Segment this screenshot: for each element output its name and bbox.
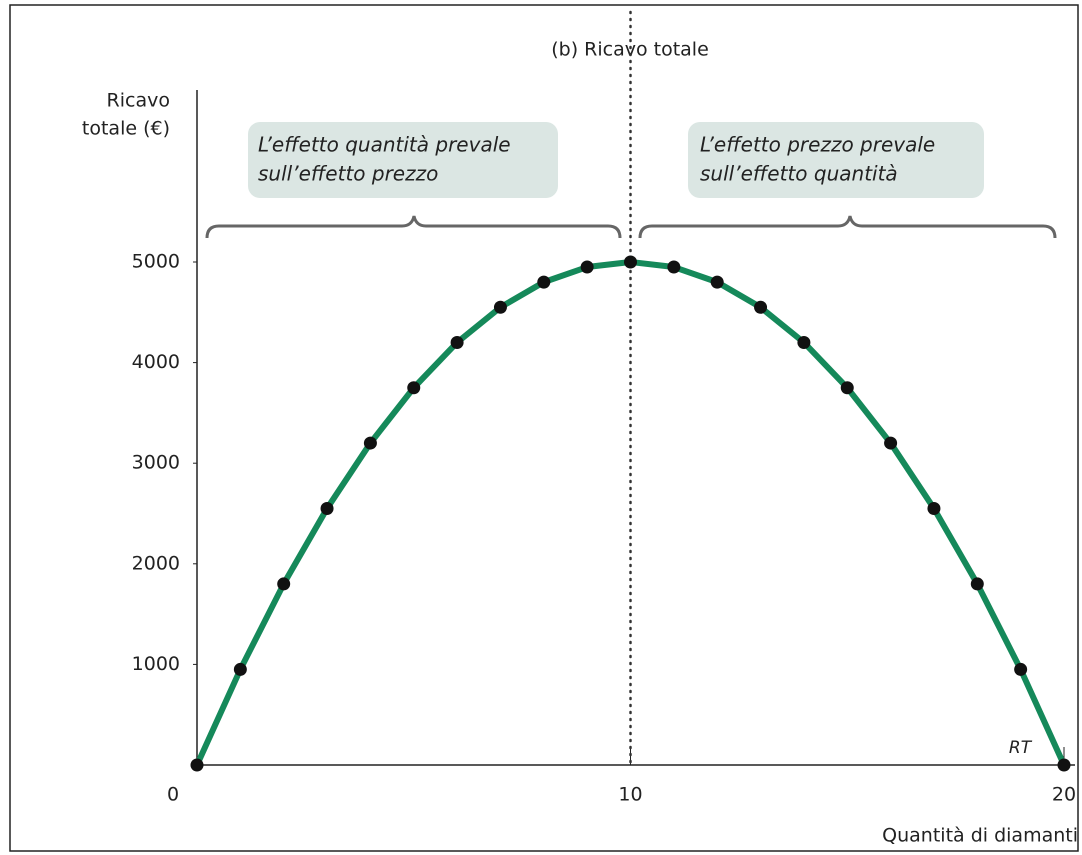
y-tick-label: 4000 (132, 351, 180, 373)
point (624, 255, 637, 269)
frame (9, 4, 1079, 852)
point (537, 275, 551, 289)
annotation-text: sull’effetto prezzo (258, 162, 438, 186)
point (797, 335, 811, 349)
annotation-box (248, 122, 558, 198)
x-axis-label: Quantità di diamanti (882, 825, 1078, 847)
annotation-text: L’effetto quantità prevale (258, 133, 511, 157)
x-tick-label: 0 (167, 784, 179, 806)
x-tick-label: 20 (1052, 784, 1076, 806)
y-axis-label: totale (€) (82, 118, 170, 140)
annotation-text: L’effetto prezzo prevale (700, 133, 935, 157)
y-axis-label: Ricavo (107, 90, 170, 112)
annotation-text: sull’effetto quantità (700, 162, 898, 186)
chart-title: (b) Ricavo totale (551, 39, 709, 61)
point (277, 577, 291, 591)
point (710, 275, 724, 289)
point (320, 501, 334, 515)
x-tick-label: 10 (618, 784, 642, 806)
point (970, 577, 984, 591)
point (840, 381, 854, 395)
y-tick-label: 3000 (132, 452, 180, 474)
point (450, 335, 464, 349)
point (884, 436, 898, 450)
brace (638, 215, 1057, 239)
point (667, 260, 681, 274)
point (1014, 662, 1028, 676)
annotation-box (688, 122, 984, 198)
point (407, 381, 421, 395)
y-tick-label: 5000 (132, 251, 180, 273)
point (927, 501, 941, 515)
point (190, 758, 204, 772)
brace (205, 215, 622, 239)
y-tick-label: 2000 (132, 552, 180, 574)
y-tick-label: 1000 (132, 653, 180, 675)
point (1057, 758, 1071, 772)
point (233, 662, 247, 676)
series-label: RT (1009, 738, 1033, 758)
point (493, 300, 507, 314)
point (363, 436, 377, 450)
point (754, 300, 768, 314)
point (580, 260, 594, 274)
